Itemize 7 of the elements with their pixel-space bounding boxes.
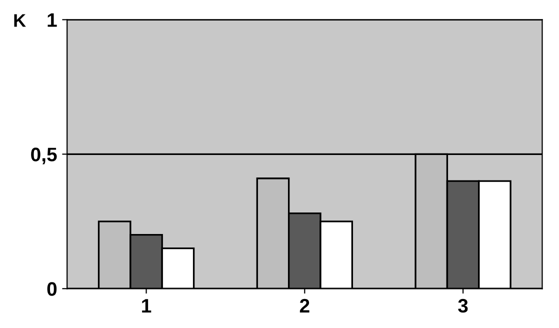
y-tick-label: 0,5 (31, 148, 57, 164)
x-tick-label: 3 (458, 298, 468, 313)
x-tick-label: 1 (142, 299, 152, 312)
y-tick-label: 0 (47, 282, 57, 296)
y-axis-title: K (14, 14, 26, 27)
x-tick-label: 2 (300, 298, 310, 312)
y-tick-label: 1 (48, 13, 57, 27)
